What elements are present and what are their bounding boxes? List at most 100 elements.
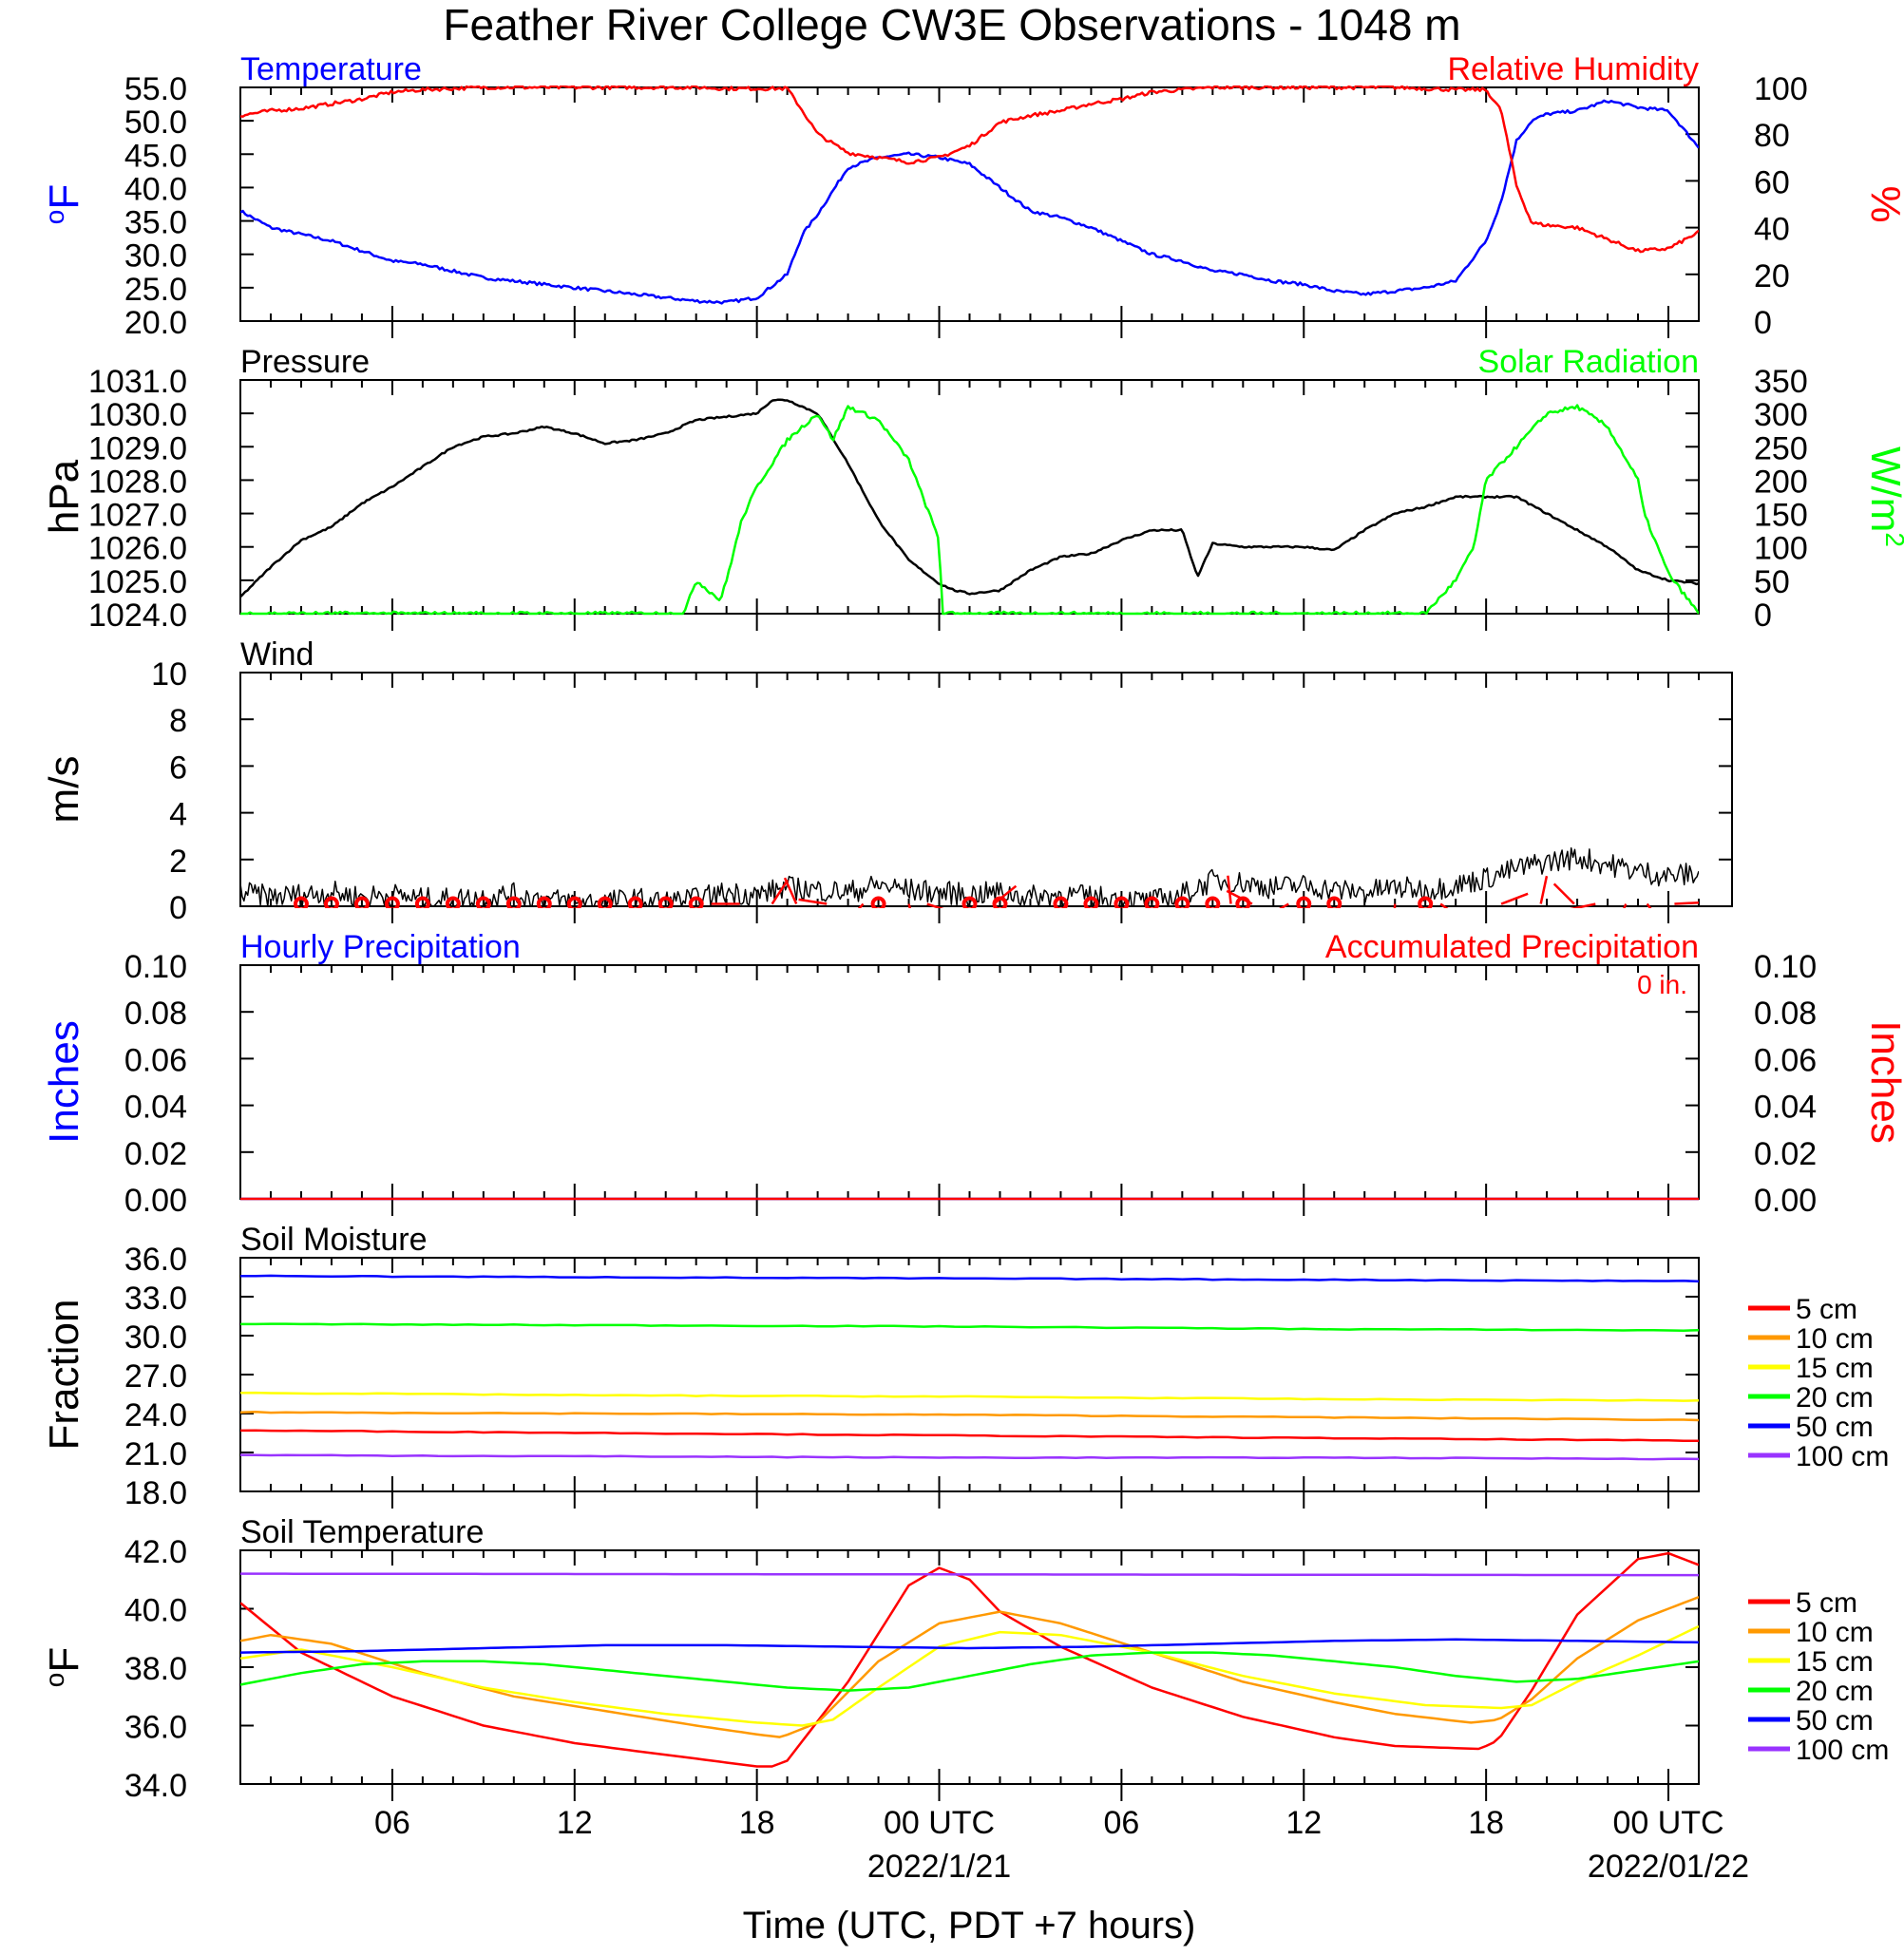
y-tick-label-right: 100 (1754, 531, 1808, 567)
calm-wind-circle (505, 896, 522, 908)
y-tick-label-left: 30.0 (124, 238, 187, 275)
calm-wind-circle (475, 896, 491, 908)
y-axis-label-right: % (1862, 185, 1904, 222)
legend-label: 100 cm (1796, 1735, 1889, 1766)
y-tick-label-right: 0.10 (1754, 949, 1817, 985)
panel-title-left: Wind (240, 636, 314, 673)
calm-wind-circle (566, 896, 582, 908)
panel-frame (239, 672, 1733, 907)
y-tick-label-left: 24.0 (124, 1397, 187, 1433)
time-axis: 06 12 18 00 UTC 2022/1/21 06 12 18 00 UTC 2022/01… (374, 1805, 1749, 1885)
calm-wind-circle (445, 896, 461, 908)
series-line-50-cm (240, 1638, 1699, 1654)
wind-barb (1500, 892, 1529, 905)
series-line-5-cm (240, 1551, 1699, 1768)
wind-barb (1279, 902, 1289, 908)
calm-wind-circle (657, 896, 674, 908)
series-line-20-cm (240, 1322, 1699, 1332)
y-tick-label-left: 34.0 (124, 1768, 187, 1804)
y-axis-label-left: m/s (41, 756, 87, 824)
calm-wind-circle (1418, 896, 1434, 908)
y-tick-label-left: 2 (169, 844, 187, 880)
series-line-50-cm (240, 1274, 1699, 1283)
y-tick-label-left: 1025.0 (88, 564, 187, 600)
x-tick-label: 00 UTC (1612, 1805, 1723, 1841)
y-tick-label-left: 38.0 (124, 1651, 187, 1687)
y-tick-label-right: 0.08 (1754, 996, 1817, 1032)
panel-title-left: Hourly Precipitation (240, 929, 521, 965)
y-tick-label-right: 0.02 (1754, 1136, 1817, 1172)
wind-barb (783, 877, 798, 905)
y-tick-label-left: 0.06 (124, 1042, 187, 1078)
series-line-wind (240, 847, 1699, 907)
y-tick-label-left: 0.02 (124, 1136, 187, 1172)
y-tick-label-left: 21.0 (124, 1436, 187, 1472)
y-tick-label-right: 350 (1754, 364, 1808, 400)
panel-title-left: Temperature (240, 51, 422, 87)
y-tick-label-left: 0 (169, 890, 187, 926)
y-tick-label-right: 0 (1754, 598, 1772, 634)
soil-temperature-panel: Soil Temperature 34.0 36.0 38.0 40.0 42.0 oF 5 … (40, 1514, 1890, 1804)
y-tick-label-right: 80 (1754, 118, 1790, 154)
x-tick-label: 06 (1103, 1805, 1139, 1841)
y-tick-label-left: 1027.0 (88, 498, 187, 534)
y-tick-label-right: 300 (1754, 397, 1808, 433)
y-tick-label-left: 18.0 (124, 1475, 187, 1511)
y-tick-label-left: 1031.0 (88, 364, 187, 400)
series-line-10-cm (240, 1411, 1699, 1422)
calm-wind-circle (597, 896, 613, 908)
y-tick-label-left: 20.0 (124, 305, 187, 341)
series-group (240, 398, 1699, 616)
legend-label: 50 cm (1796, 1705, 1874, 1737)
wind-barb (857, 902, 865, 908)
x-axis-label: Time (UTC, PDT +7 hours) (743, 1905, 1196, 1946)
y-axis-label-right: Inches (1862, 1020, 1904, 1144)
panel-title-right: Solar Radiation (1478, 344, 1699, 380)
series-line-100-cm (240, 1453, 1699, 1461)
wind-barb (771, 879, 790, 905)
y-tick-label-left: 50.0 (124, 104, 187, 141)
y-tick-label-left: 10 (151, 656, 187, 693)
legend-label: 10 cm (1796, 1617, 1874, 1648)
wind-barb (1226, 889, 1253, 905)
series-line-5-cm (240, 1429, 1699, 1443)
y-tick-label-left: 30.0 (124, 1319, 187, 1356)
series-line-pressure (240, 398, 1699, 598)
legend-label: 5 cm (1796, 1294, 1857, 1325)
calm-wind-circle (1053, 896, 1069, 908)
panel-title-right: Accumulated Precipitation (1325, 929, 1699, 965)
y-tick-label-left: 33.0 (124, 1281, 187, 1317)
series-line-20-cm (240, 1651, 1699, 1692)
pressure-solar-panel: Pressure Solar Radiation 1024.01025.01026.… (41, 344, 1904, 634)
y-tick-label-left: 0.10 (124, 949, 187, 985)
series-line-relative-humidity (240, 85, 1699, 254)
y-tick-label-left: 0.00 (124, 1183, 187, 1219)
y-tick-label-right: 40 (1754, 212, 1790, 248)
calm-wind-circle (1174, 896, 1190, 908)
panel-title-right: Relative Humidity (1447, 51, 1699, 87)
soil-moisture-panel: Soil Moisture 18.021.024.027.030.033.036.… (41, 1222, 1889, 1511)
calm-wind-circle (323, 896, 339, 908)
calm-wind-circle (1114, 896, 1130, 908)
legend-label: 15 cm (1796, 1353, 1874, 1384)
y-tick-label-left: 45.0 (124, 138, 187, 174)
wind-barb (1646, 902, 1652, 908)
y-tick-label-left: 1026.0 (88, 531, 187, 567)
wind-barb (1539, 875, 1549, 904)
wind-barb (926, 902, 944, 908)
series-group (240, 1274, 1699, 1461)
panel-title-left: Soil Moisture (240, 1222, 428, 1258)
series-line-temperature (240, 99, 1699, 305)
y-tick-label-right: 150 (1754, 498, 1808, 534)
series-line-15-cm (240, 1624, 1699, 1727)
calm-wind-circle (962, 896, 978, 908)
x-tick-label: 12 (1285, 1805, 1322, 1841)
calm-wind-circle (627, 896, 643, 908)
y-tick-label-left: 1024.0 (88, 598, 187, 634)
y-tick-label-left: 36.0 (124, 1710, 187, 1746)
x-tick-label: 18 (739, 1805, 775, 1841)
wind-barb (798, 898, 828, 905)
x-tick-date-label: 2022/1/21 (867, 1849, 1011, 1885)
